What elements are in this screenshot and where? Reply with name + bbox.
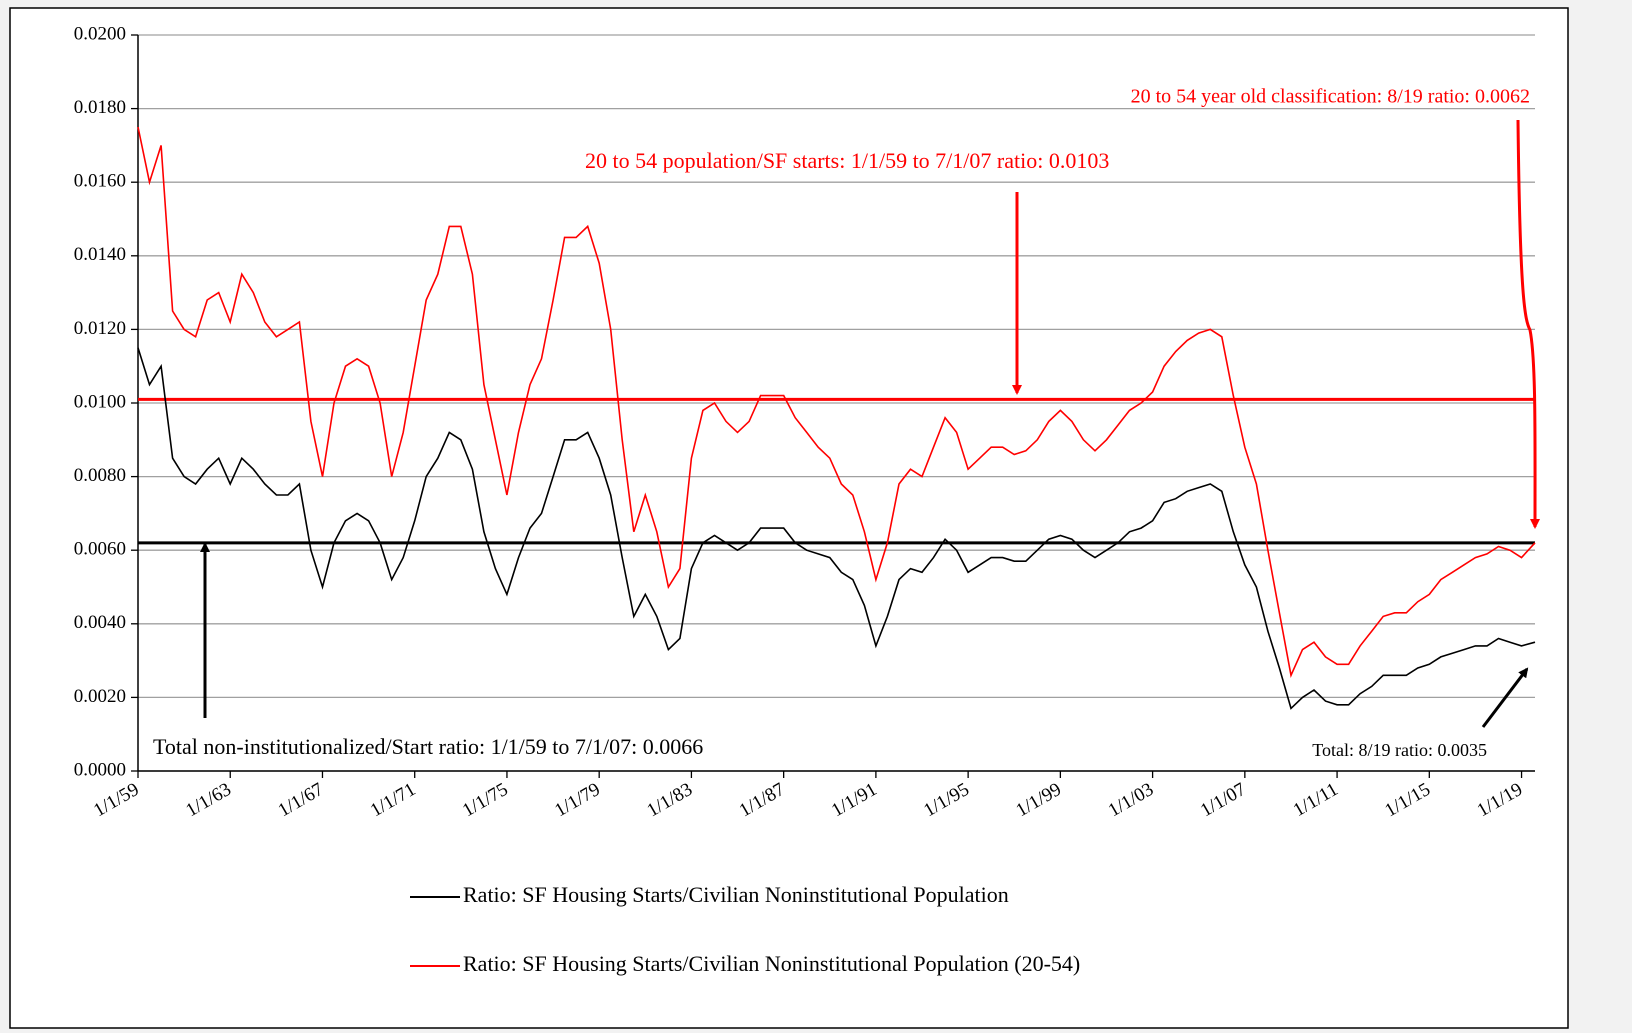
plot [137,126,1536,710]
legend-label: Ratio: SF Housing Starts/Civilian Nonins… [463,951,1080,976]
labels: 0.0000 0.0020 0.0040 0.0060 0.0080 0.0100 0.01… [74,23,1530,976]
y-tick-label: 0.0120 [74,318,126,339]
line-series [137,347,1536,710]
annotation: Total non-institutionalized/Start ratio:… [153,734,703,759]
legend-label: Ratio: SF Housing Starts/Civilian Nonins… [463,882,1009,907]
chart-frame [9,7,1569,1029]
y-tick-label: 0.0000 [74,759,126,780]
annotation: 20 to 54 year old classification: 8/19 r… [1131,86,1530,108]
arrow [1481,667,1529,728]
y-tick-label: 0.0020 [74,686,126,707]
y-tick-label: 0.0040 [74,612,126,633]
arrows [200,119,1541,728]
annotation: Total: 8/19 ratio: 0.0035 [1312,740,1487,760]
y-tick-label: 0.0200 [74,23,126,44]
y-tick-label: 0.0060 [74,539,126,560]
arrow [1516,119,1541,529]
y-tick-label: 0.0140 [74,244,126,265]
line-series [137,126,1536,678]
annotation: 20 to 54 population/SF starts: 1/1/59 to… [585,148,1109,173]
y-tick-label: 0.0080 [74,465,126,486]
y-tick-label: 0.0160 [74,171,126,192]
y-tick-label: 0.0100 [74,391,126,412]
y-tick-label: 0.0180 [74,97,126,118]
